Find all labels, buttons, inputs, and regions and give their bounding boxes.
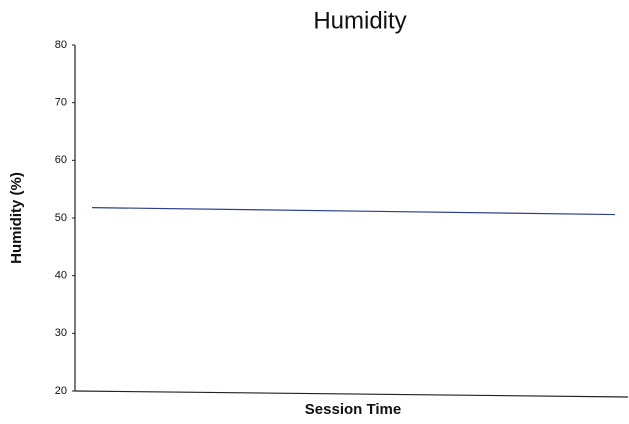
y-axis-label: Humidity (%) xyxy=(8,172,25,264)
chart-title: Humidity xyxy=(313,7,406,34)
x-axis xyxy=(74,390,629,398)
y-tick-label: 30 xyxy=(55,327,67,339)
y-tick-label: 70 xyxy=(55,97,67,109)
y-tick-label: 60 xyxy=(55,154,67,166)
x-axis-label: Session Time xyxy=(305,401,401,418)
y-tick-label: 50 xyxy=(55,212,67,224)
y-tick-label: 80 xyxy=(55,39,67,51)
y-tick-label: 40 xyxy=(55,270,67,282)
y-tick-label: 20 xyxy=(55,385,67,397)
line-series xyxy=(91,207,616,216)
